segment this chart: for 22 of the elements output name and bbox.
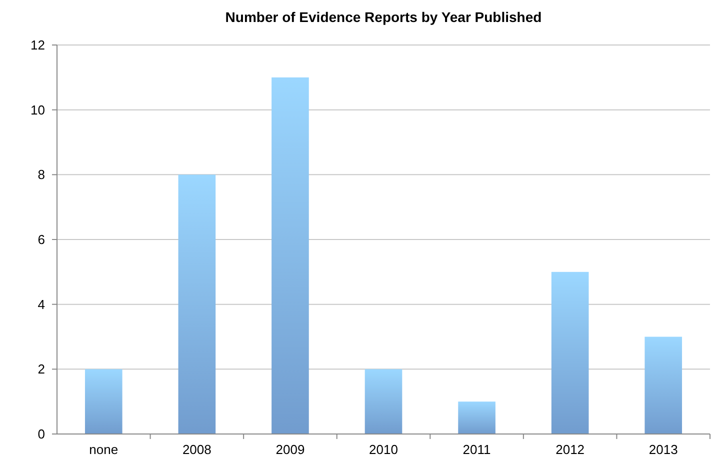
x-tick-label: none xyxy=(89,442,118,457)
bar xyxy=(84,369,122,434)
x-tick-label: 2011 xyxy=(462,442,491,457)
x-tick-label: 2010 xyxy=(369,442,398,457)
y-tick-label: 4 xyxy=(38,296,45,312)
bar xyxy=(178,174,216,434)
x-tick-label: 2013 xyxy=(648,442,678,457)
bar xyxy=(551,272,589,434)
bar xyxy=(272,77,309,434)
x-tick-label: 2012 xyxy=(556,442,585,457)
y-tick-label: 12 xyxy=(30,38,45,53)
x-tick-label: 2009 xyxy=(276,442,305,457)
x-tick-label: 2008 xyxy=(182,442,212,457)
bar xyxy=(458,402,496,434)
y-tick-label: 6 xyxy=(38,232,45,248)
bar xyxy=(364,369,402,434)
chart-title: Number of Evidence Reports by Year Published xyxy=(225,9,542,25)
y-tick-label: 10 xyxy=(30,102,45,118)
y-tick-label: 0 xyxy=(38,426,45,442)
bar xyxy=(644,336,682,434)
y-tick-label: 2 xyxy=(38,362,45,377)
y-tick-label: 8 xyxy=(38,167,45,182)
